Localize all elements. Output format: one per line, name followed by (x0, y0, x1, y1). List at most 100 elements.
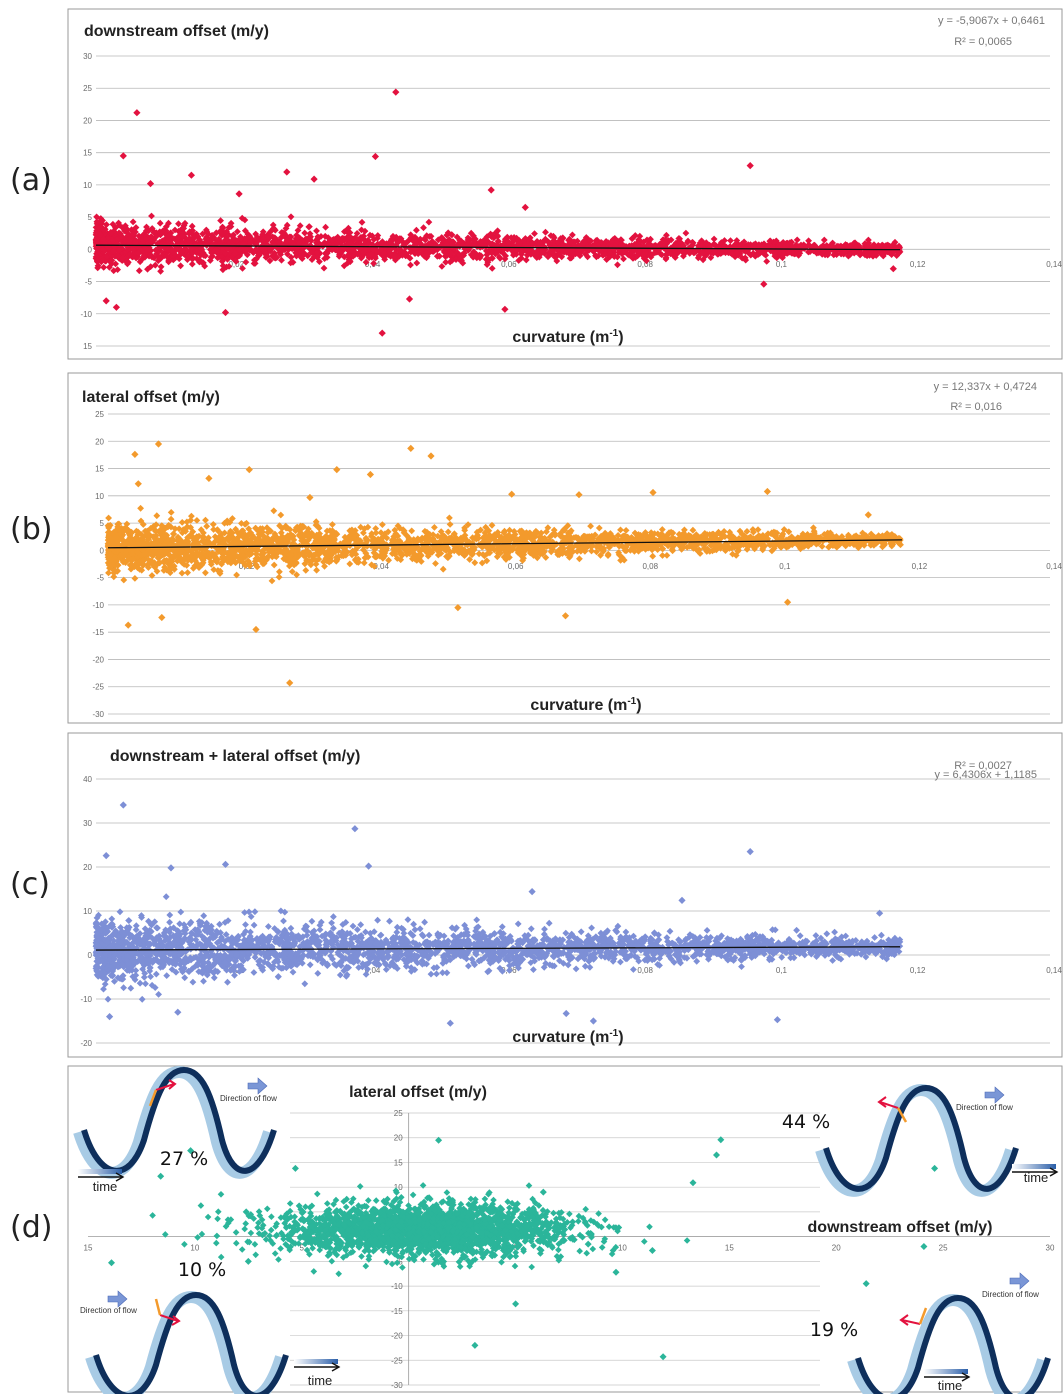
data-point (243, 243, 251, 251)
data-point (129, 218, 137, 226)
data-point (175, 220, 182, 228)
data-point (483, 233, 491, 241)
data-point (110, 267, 118, 275)
data-point (208, 249, 216, 257)
x-tick-label: 0,02 (228, 260, 244, 269)
data-point (199, 230, 207, 238)
data-point (766, 237, 774, 245)
data-point (406, 254, 414, 262)
data-point (112, 260, 119, 268)
data-point (250, 260, 258, 267)
data-point (456, 251, 463, 259)
data-point (407, 231, 415, 239)
y-tick-label: 5 (88, 213, 93, 222)
data-point (878, 250, 886, 258)
data-point (153, 233, 160, 240)
data-point (109, 220, 117, 228)
data-point (538, 248, 546, 256)
panel-label-a: (a) (10, 163, 52, 198)
data-point (301, 229, 309, 237)
data-point (282, 225, 290, 232)
data-point (321, 255, 328, 262)
data-point (565, 236, 572, 244)
data-point (196, 243, 203, 250)
data-point (122, 222, 129, 230)
data-point (177, 262, 184, 270)
data-point (282, 239, 289, 247)
data-point (167, 247, 174, 254)
data-point (608, 237, 616, 245)
data-point (863, 252, 871, 260)
x-tick-label: 0,06 (508, 562, 524, 571)
data-point (196, 258, 204, 265)
data-point (617, 236, 625, 244)
data-point (160, 250, 168, 258)
y-tick-label: 0 (88, 245, 93, 254)
data-point (162, 228, 170, 236)
data-point (119, 238, 127, 246)
x-tick-label: 0,12 (912, 562, 928, 571)
data-point (236, 241, 243, 249)
data-point (371, 253, 379, 260)
x-tick-label: 0,12 (910, 260, 926, 269)
data-point (467, 229, 475, 237)
data-point (136, 258, 144, 266)
data-point (227, 219, 235, 227)
data-point (152, 246, 160, 254)
data-point (252, 245, 260, 253)
data-point (320, 264, 328, 272)
data-point (412, 239, 419, 247)
data-point (148, 212, 155, 220)
data-point (114, 240, 121, 248)
data-point (242, 258, 250, 266)
data-point (234, 228, 241, 235)
data-point (876, 243, 884, 250)
data-point (151, 228, 158, 236)
y-tick-label: 0 (100, 546, 105, 555)
data-point (488, 249, 495, 257)
data-point (805, 237, 812, 245)
data-point (368, 232, 376, 240)
data-point (865, 236, 872, 244)
data-point (132, 224, 140, 231)
data-point (805, 248, 813, 256)
data-point (284, 250, 291, 258)
data-point (206, 257, 214, 264)
y-tick-label: 15 (83, 342, 92, 351)
data-point (682, 229, 690, 237)
data-point (294, 227, 302, 234)
data-point (358, 226, 365, 234)
data-point (396, 235, 404, 243)
data-point (593, 253, 600, 261)
data-point (407, 244, 414, 251)
data-point (243, 251, 251, 259)
data-point (94, 226, 101, 234)
data-point (112, 224, 119, 232)
x-tick-label: 0,1 (776, 260, 788, 269)
data-point (404, 238, 411, 246)
data-point (793, 246, 801, 254)
data-point (293, 231, 300, 239)
data-point (124, 226, 131, 233)
r-squared: R² = 0,0065 (954, 36, 1012, 48)
y-tick-label: 25 (83, 84, 92, 93)
data-point (531, 230, 538, 237)
data-point (130, 230, 137, 238)
data-point (218, 257, 226, 265)
data-point (241, 216, 249, 224)
x-tick-label: 0,08 (642, 562, 658, 571)
data-point (262, 254, 270, 261)
data-point (710, 235, 718, 243)
panel-label-b: (b) (10, 512, 53, 547)
data-point (322, 223, 329, 231)
y-tick-label: 10 (83, 181, 92, 190)
y-tick-label: -10 (92, 601, 104, 610)
y-tick-label: -25 (92, 683, 104, 692)
data-point (209, 235, 217, 243)
data-point (266, 257, 274, 265)
data-point (695, 252, 703, 260)
data-point (710, 240, 718, 248)
data-point (219, 266, 227, 274)
data-point (400, 242, 407, 249)
data-point (420, 224, 427, 232)
